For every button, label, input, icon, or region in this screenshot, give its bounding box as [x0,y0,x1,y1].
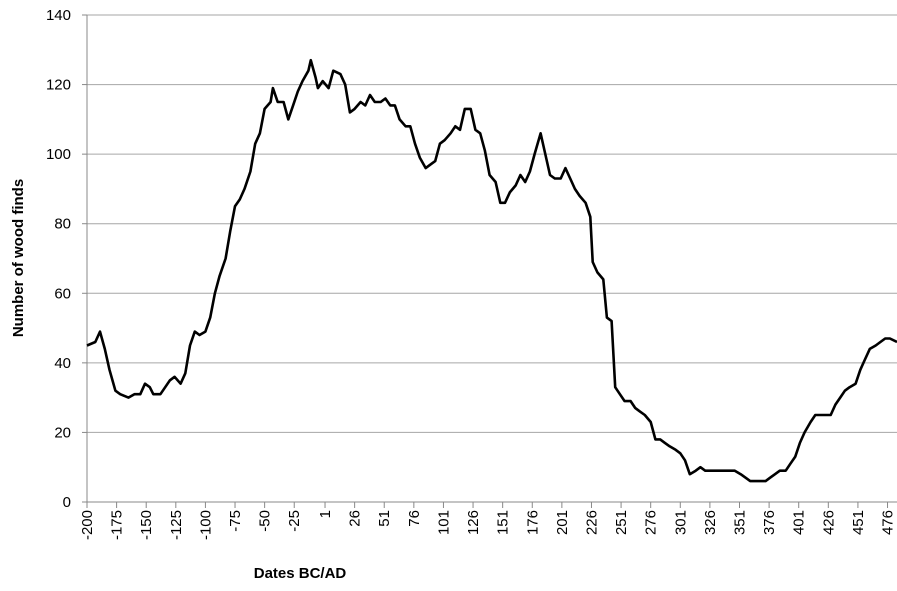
x-tick-label: -25 [286,510,303,532]
x-tick-label: 126 [465,510,482,535]
x-tick-label: 26 [347,510,364,527]
x-tick-label: 201 [554,510,571,535]
x-tick-label: -100 [197,510,214,540]
x-tick-label: 151 [495,510,512,535]
x-tick-label: 251 [613,510,630,535]
y-tick-label: 100 [46,146,71,163]
x-tick-label: 301 [672,510,689,535]
x-axis-title: Dates BC/AD [254,565,347,582]
x-tick-label: 51 [376,510,393,527]
y-tick-label: 40 [54,355,71,372]
y-tick-label: 60 [54,285,71,302]
x-tick-label: -175 [109,510,126,540]
x-tick-label: 351 [732,510,749,535]
y-tick-label: 120 [46,77,71,94]
x-tick-label: 101 [435,510,452,535]
y-axis-title: Number of wood finds [10,179,27,337]
y-tick-label: 140 [46,7,71,24]
data-line [86,58,897,483]
x-tick-label: 326 [702,510,719,535]
x-tick-label: -125 [168,510,185,540]
y-tick-label: 20 [54,424,71,441]
x-tick-label: 426 [820,510,837,535]
y-tick-label: 0 [63,494,71,511]
x-tick-label: 476 [880,510,897,535]
x-tick-label: 176 [524,510,541,535]
x-tick-label: 376 [761,510,778,535]
x-tick-label: -200 [79,510,96,540]
x-tick-label: -75 [227,510,244,532]
x-tick-label: -50 [257,510,274,532]
x-tick-label: 451 [850,510,867,535]
x-tick-label: 276 [643,510,660,535]
y-tick-label: 80 [54,216,71,233]
x-tick-label: 401 [791,510,808,535]
x-tick-label: 1 [317,510,334,518]
x-tick-label: 76 [406,510,423,527]
x-tick-label: -150 [138,510,155,540]
x-tick-label: 226 [583,510,600,535]
